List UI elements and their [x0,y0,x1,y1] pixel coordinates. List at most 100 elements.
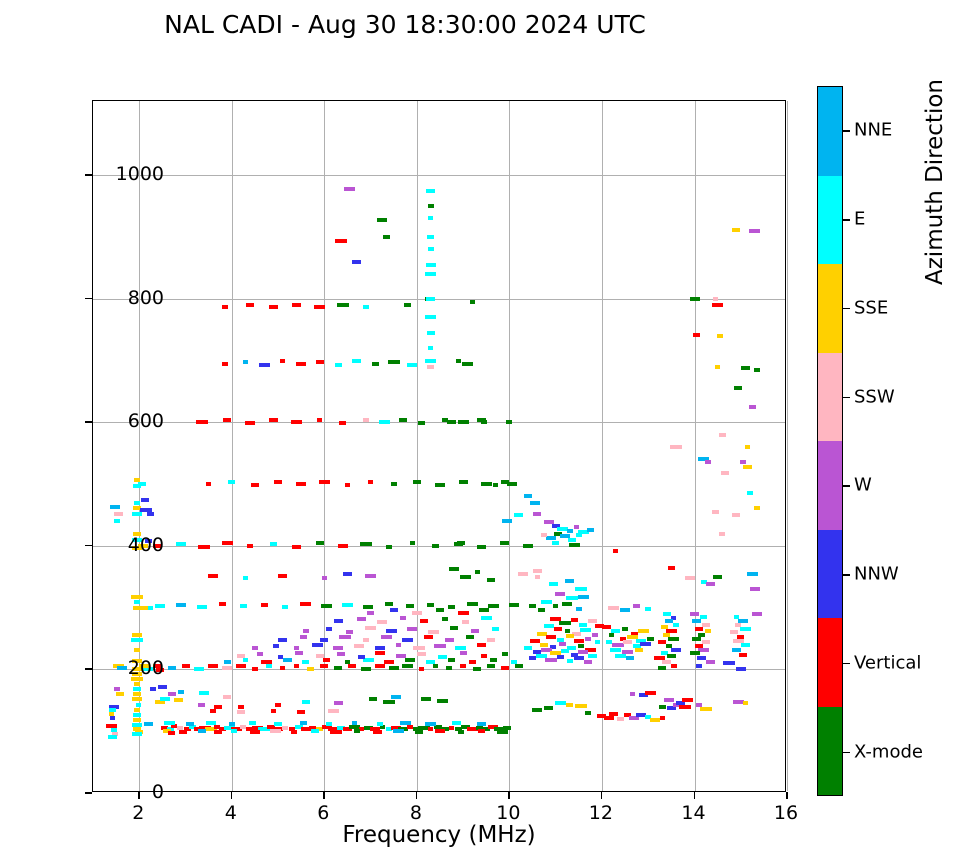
data-point [459,651,467,656]
colorbar-tick [843,307,850,310]
data-point [167,692,176,697]
data-point [580,627,592,632]
data-point [159,697,170,702]
data-point [131,537,143,542]
data-point [198,690,210,695]
data-point [425,272,437,276]
data-point [236,653,246,658]
data-point [171,724,177,729]
data-point [425,315,437,320]
data-point [746,571,758,576]
data-point [236,710,246,715]
data-point [615,653,626,658]
data-point [712,302,723,307]
data-point [735,622,742,627]
data-point [450,626,458,630]
data-point [113,511,124,516]
y-tick-label: 800 [127,286,164,309]
data-point [698,457,710,462]
data-point [132,726,142,731]
data-point [695,703,703,708]
data-point [557,526,568,531]
data-point [424,634,433,639]
colorbar-tick [843,751,850,754]
data-point [251,725,263,730]
colorbar-tick [843,485,850,487]
data-point [131,511,143,516]
colorbar-segment-x-mode [818,706,842,795]
data-point [679,704,691,709]
data-point [210,709,217,714]
data-point [457,729,464,734]
data-point [663,632,671,637]
data-point [239,604,247,609]
data-point [247,543,254,548]
data-point [409,541,415,546]
data-point [321,576,327,580]
data-point [475,725,483,730]
data-point [281,605,289,609]
data-point [297,710,305,715]
data-point [113,519,121,524]
data-point [188,724,197,729]
data-point [392,729,404,734]
data-point [541,532,547,537]
data-point [660,651,668,656]
data-point [131,658,143,663]
colorbar-segment-sse [818,264,842,353]
data-point [698,632,705,637]
data-point [658,704,666,709]
data-point [377,721,383,726]
data-point [407,626,418,631]
data-point [282,725,288,730]
data-point [214,729,222,734]
data-point [457,610,469,615]
x-tick-mark [786,792,788,799]
data-point [388,666,399,671]
data-point [186,721,194,726]
data-point [344,482,351,487]
data-point [360,666,372,671]
data-point [665,629,678,634]
data-point [489,658,497,663]
data-point [321,724,332,729]
data-point [575,703,587,708]
y-tick-mark [85,668,92,670]
data-point [545,658,557,663]
data-point [700,707,712,711]
data-point [133,708,141,713]
data-point [137,482,146,487]
data-point [741,642,750,647]
data-point [451,721,461,726]
data-point [578,644,584,648]
data-point [362,657,374,662]
data-point [269,542,278,546]
data-point [577,594,589,599]
data-point [584,647,597,652]
data-point [267,724,275,729]
data-point [348,724,360,729]
data-point [300,601,312,606]
data-point [194,666,205,671]
data-point [377,217,388,222]
grid-line-vertical [231,101,233,791]
data-point [712,574,723,579]
data-point [554,531,562,536]
x-tick-label: 4 [224,802,237,824]
data-point [374,664,386,669]
data-point [477,729,486,734]
data-point [336,652,345,656]
data-point [670,647,682,652]
data-point [205,726,217,731]
data-point [168,730,176,735]
data-point [676,700,685,705]
data-point [278,637,287,642]
data-point [279,359,286,364]
data-point [586,528,595,533]
data-point [487,604,499,609]
data-point [558,641,567,646]
data-point [318,480,330,485]
grid-line-horizontal [93,175,785,177]
data-point [415,729,424,734]
data-point [399,616,407,621]
